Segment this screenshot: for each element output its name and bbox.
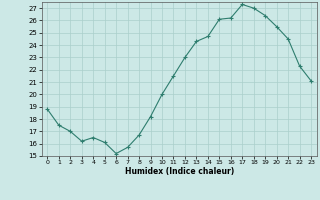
X-axis label: Humidex (Indice chaleur): Humidex (Indice chaleur) bbox=[124, 167, 234, 176]
